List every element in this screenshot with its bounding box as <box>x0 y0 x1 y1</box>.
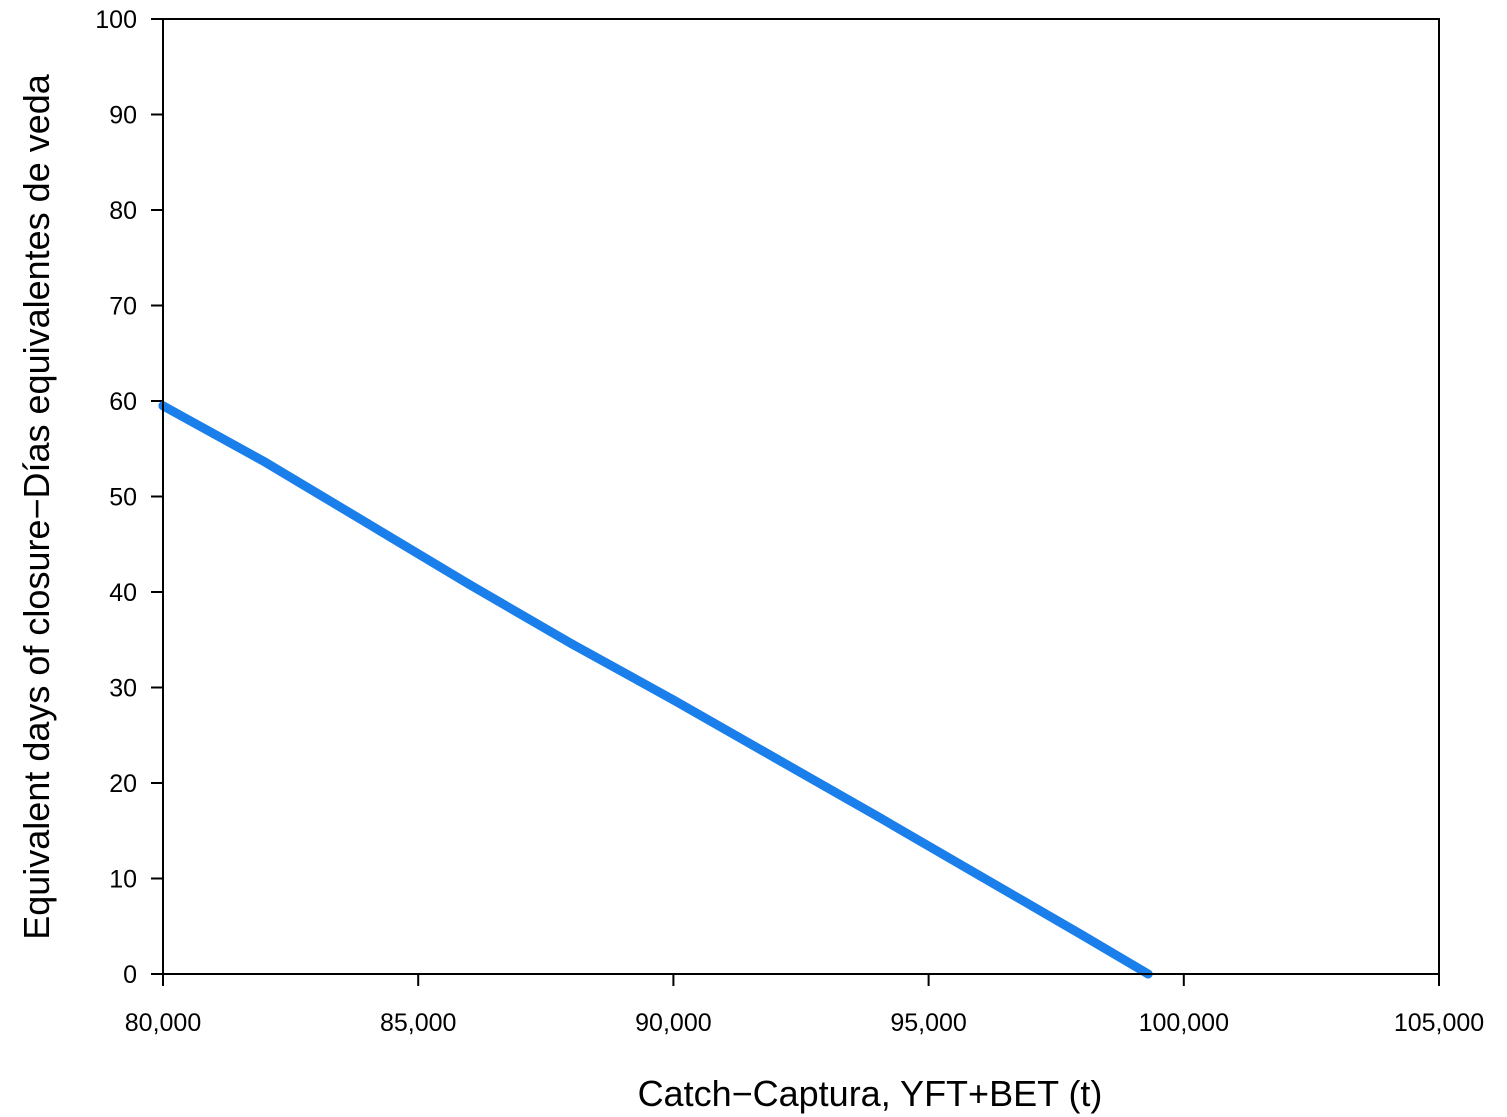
x-axis-title: Catch−Captura, YFT+BET (t) <box>638 1073 1103 1114</box>
data-point <box>260 457 270 467</box>
data-point <box>1077 930 1087 940</box>
y-tick-label: 90 <box>109 102 137 130</box>
y-tick-label: 0 <box>123 961 137 989</box>
data-point <box>975 871 985 881</box>
x-tick-label: 105,000 <box>1394 1009 1484 1037</box>
series-layer <box>158 401 1153 979</box>
y-tick-label: 100 <box>95 6 137 34</box>
x-tick-label: 90,000 <box>635 1009 711 1037</box>
plot-frame <box>162 18 1440 975</box>
x-tick-label: 85,000 <box>380 1009 456 1037</box>
y-tick-label: 80 <box>109 197 137 225</box>
x-tick-label: 95,000 <box>890 1009 966 1037</box>
y-tick-label: 60 <box>109 388 137 416</box>
data-point <box>873 811 883 821</box>
y-tick-label: 70 <box>109 293 137 321</box>
y-tick-label: 40 <box>109 579 137 607</box>
x-tick-label: 80,000 <box>125 1009 201 1037</box>
data-point <box>464 579 474 589</box>
y-tick-label: 50 <box>109 484 137 512</box>
y-tick-label: 10 <box>109 866 137 894</box>
data-point <box>668 695 678 705</box>
series-line <box>158 401 1153 979</box>
data-point <box>770 753 780 763</box>
y-tick-label: 30 <box>109 675 137 703</box>
y-tick-label: 20 <box>109 770 137 798</box>
ticks-layer: 80,000 85,000 90,000 95,000 100,000 105,000 0 1… <box>95 6 1484 1037</box>
y-axis-title: Equivalent days of closure−Días equivale… <box>16 73 57 940</box>
data-point <box>566 639 576 649</box>
x-tick-label: 100,000 <box>1139 1009 1229 1037</box>
data-point <box>362 518 372 528</box>
